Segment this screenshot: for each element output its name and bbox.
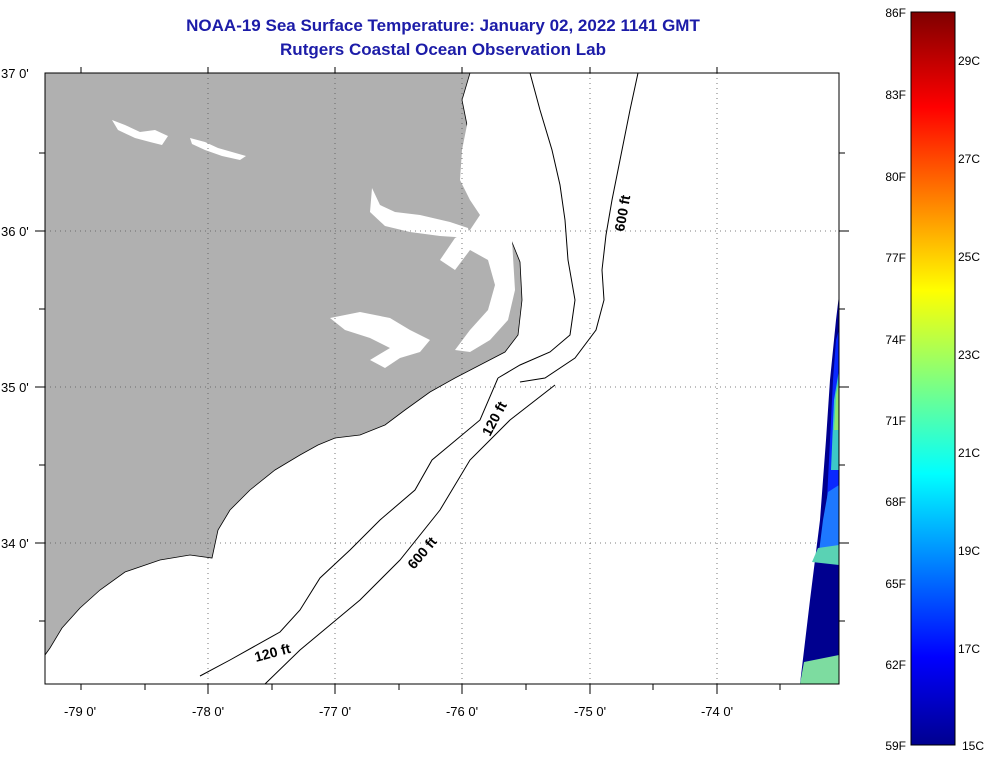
neuse-river	[330, 312, 430, 368]
lon-label-75: -75 0'	[574, 704, 606, 719]
lat-label-37: 37 0'	[1, 66, 29, 81]
colorbar-label-62f: 62F	[885, 658, 906, 672]
isobath-120ft	[199, 377, 499, 677]
colorbar-label-27c: 27C	[958, 152, 980, 166]
axis-ticks	[35, 67, 849, 694]
colorbar-label-65f: 65F	[885, 577, 906, 591]
isobath-600ft-north	[519, 73, 639, 383]
colorbar-label-83f: 83F	[885, 88, 906, 102]
colorbar-label-25c: 25C	[958, 250, 980, 264]
lat-label-35: 35 0'	[1, 380, 29, 395]
map-subtitle: Rutgers Coastal Ocean Observation Lab	[280, 40, 606, 59]
colorbar-label-77f: 77F	[885, 251, 906, 265]
lon-label-76: -76 0'	[446, 704, 478, 719]
isobath-120ft-north	[497, 73, 576, 379]
lon-label-78: -78 0'	[192, 704, 224, 719]
colorbar-label-59f: 59F	[885, 739, 906, 753]
kerr-lake	[112, 120, 168, 145]
colorbar-label-86f: 86F	[885, 6, 906, 20]
albemarle-sound	[370, 188, 470, 238]
isobath-600ft	[264, 384, 556, 684]
lat-label-34: 34 0'	[1, 536, 29, 551]
colorbar-label-19c: 19C	[958, 544, 980, 558]
lon-label-77: -77 0'	[319, 704, 351, 719]
pamlico-sound	[440, 110, 515, 352]
gaston-lake	[190, 138, 246, 160]
map-title: NOAA-19 Sea Surface Temperature: January…	[186, 16, 700, 35]
colorbar-label-21c: 21C	[958, 446, 980, 460]
colorbar	[910, 11, 956, 746]
colorbar-label-17c: 17C	[958, 642, 980, 656]
colorbar-label-23c: 23C	[958, 348, 980, 362]
colorbar-label-68f: 68F	[885, 495, 906, 509]
colorbar-label-71f: 71F	[885, 414, 906, 428]
colorbar-label-15c: 15C	[962, 739, 984, 753]
lon-label-79: -79 0'	[64, 704, 96, 719]
colorbar-label-80f: 80F	[885, 170, 906, 184]
map-frame	[44, 72, 840, 685]
graticule	[45, 73, 839, 684]
lon-label-74: -74 0'	[701, 704, 733, 719]
lat-label-36: 36 0'	[1, 224, 29, 239]
sst-swath	[800, 295, 839, 684]
colorbar-label-29c: 29C	[958, 54, 980, 68]
colorbar-label-74f: 74F	[885, 333, 906, 347]
contour-label-600ft-north: 600 ft	[611, 193, 633, 232]
